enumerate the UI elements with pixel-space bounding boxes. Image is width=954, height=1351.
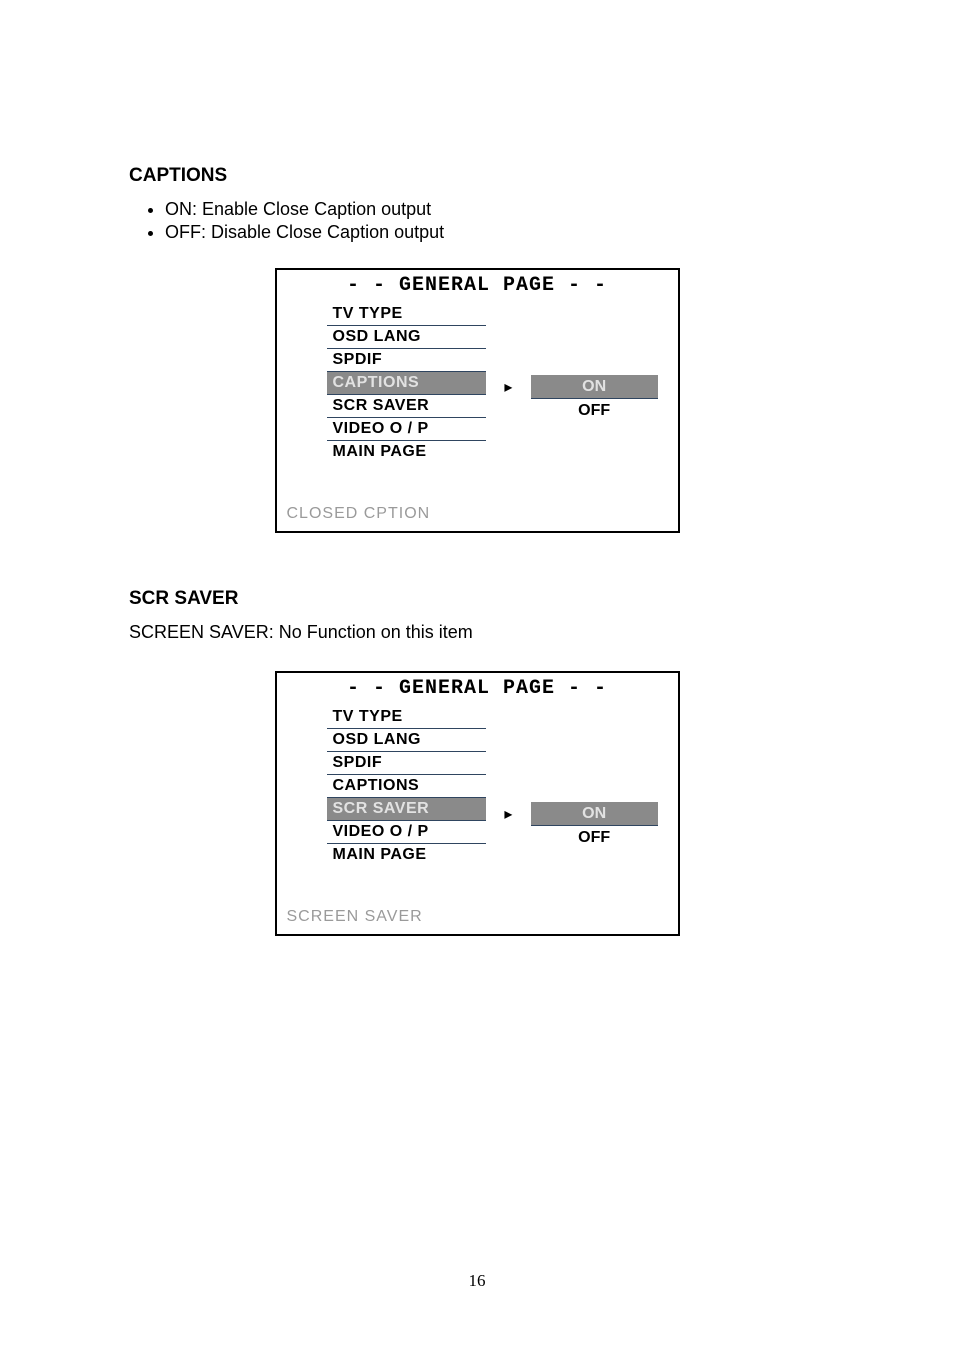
osd-menu-item: SCR SAVER [327, 395, 486, 418]
osd-menu-item: SPDIF [327, 752, 486, 775]
document-page: CAPTIONS ON: Enable Close Caption output… [0, 0, 954, 1351]
osd-options-list: ONOFF [531, 706, 658, 874]
captions-heading: CAPTIONS [129, 165, 825, 187]
osd-menu-area: TV TYPEOSD LANGSPDIFCAPTIONSSCR SAVERVID… [277, 303, 678, 471]
osd-menu-item: TV TYPE [327, 303, 486, 326]
play-pointer-icon: ▸ [504, 375, 512, 399]
osd-menu-item: OSD LANG [327, 326, 486, 349]
osd-title: - - GENERAL PAGE - - [277, 673, 678, 706]
osd-title: - - GENERAL PAGE - - [277, 270, 678, 303]
scr-saver-description: SCREEN SAVER: No Function on this item [129, 622, 825, 643]
spacer [531, 706, 658, 730]
osd-captions-screenshot: - - GENERAL PAGE - - TV TYPEOSD LANGSPDI… [275, 268, 680, 533]
spacer [531, 303, 658, 327]
osd-option-item: OFF [531, 399, 658, 423]
osd-pointer-col: ▸ [500, 303, 517, 471]
spacer [531, 327, 658, 351]
osd-menu-item: CAPTIONS [327, 775, 486, 798]
osd-menu-area: TV TYPEOSD LANGSPDIFCAPTIONSSCR SAVERVID… [277, 706, 678, 874]
spacer [531, 754, 658, 778]
spacer [531, 730, 658, 754]
osd-menu-item: MAIN PAGE [327, 441, 486, 463]
osd-menu-item: SCR SAVER [327, 798, 486, 821]
osd-menu-item: MAIN PAGE [327, 844, 486, 866]
play-pointer-icon: ▸ [504, 802, 512, 826]
scr-saver-heading: SCR SAVER [129, 588, 825, 610]
osd-description: CLOSED CPTION [277, 499, 678, 531]
spacer [531, 778, 658, 802]
osd-menu-item: VIDEO O / P [327, 418, 486, 441]
osd-options-list: ONOFF [531, 303, 658, 471]
osd-menu-item: VIDEO O / P [327, 821, 486, 844]
osd-pointer-col: ▸ [500, 706, 517, 874]
osd-option-item: ON [531, 375, 658, 399]
osd-menu-item: SPDIF [327, 349, 486, 372]
osd-menu-list: TV TYPEOSD LANGSPDIFCAPTIONSSCR SAVERVID… [327, 303, 486, 471]
bullet-item: ON: Enable Close Caption output [165, 199, 825, 220]
osd-menu-item: TV TYPE [327, 706, 486, 729]
captions-bullets: ON: Enable Close Caption output OFF: Dis… [129, 199, 825, 243]
osd-menu-list: TV TYPEOSD LANGSPDIFCAPTIONSSCR SAVERVID… [327, 706, 486, 874]
osd-option-item: OFF [531, 826, 658, 850]
page-number: 16 [0, 1271, 954, 1291]
osd-description: SCREEN SAVER [277, 902, 678, 934]
osd-option-item: ON [531, 802, 658, 826]
osd-menu-item: CAPTIONS [327, 372, 486, 395]
spacer [531, 351, 658, 375]
osd-scr-saver-screenshot: - - GENERAL PAGE - - TV TYPEOSD LANGSPDI… [275, 671, 680, 936]
osd-menu-item: OSD LANG [327, 729, 486, 752]
bullet-item: OFF: Disable Close Caption output [165, 222, 825, 243]
